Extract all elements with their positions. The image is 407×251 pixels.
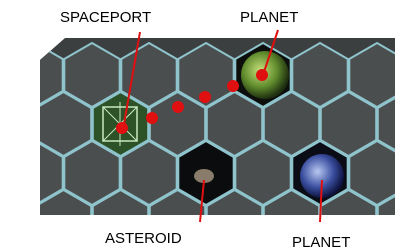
label: PLANET: [292, 234, 350, 251]
hex-tile: [0, 92, 34, 156]
label: ASTEROID: [105, 230, 182, 247]
hex-grid: [0, 43, 407, 251]
hex-tile: [0, 190, 34, 251]
hex-tile: [0, 43, 6, 107]
game-map: SPACEPORT PLANET ASTEROID PLANET: [0, 0, 407, 251]
label: PLANET: [240, 9, 298, 26]
label: SPACEPORT: [60, 9, 151, 26]
hex-tile: [0, 141, 6, 205]
